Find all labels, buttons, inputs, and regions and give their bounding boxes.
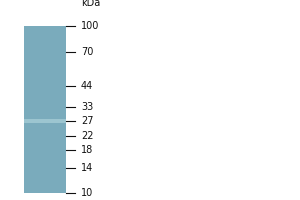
FancyBboxPatch shape — [24, 119, 66, 123]
Text: 10: 10 — [81, 188, 93, 198]
Text: 33: 33 — [81, 102, 93, 112]
Text: kDa: kDa — [81, 0, 100, 8]
Text: 70: 70 — [81, 47, 93, 57]
Text: 14: 14 — [81, 163, 93, 173]
Text: 22: 22 — [81, 131, 94, 141]
Text: 44: 44 — [81, 81, 93, 91]
Text: 18: 18 — [81, 145, 93, 155]
Text: 100: 100 — [81, 21, 99, 31]
FancyBboxPatch shape — [24, 26, 66, 193]
Text: 27: 27 — [81, 116, 94, 126]
